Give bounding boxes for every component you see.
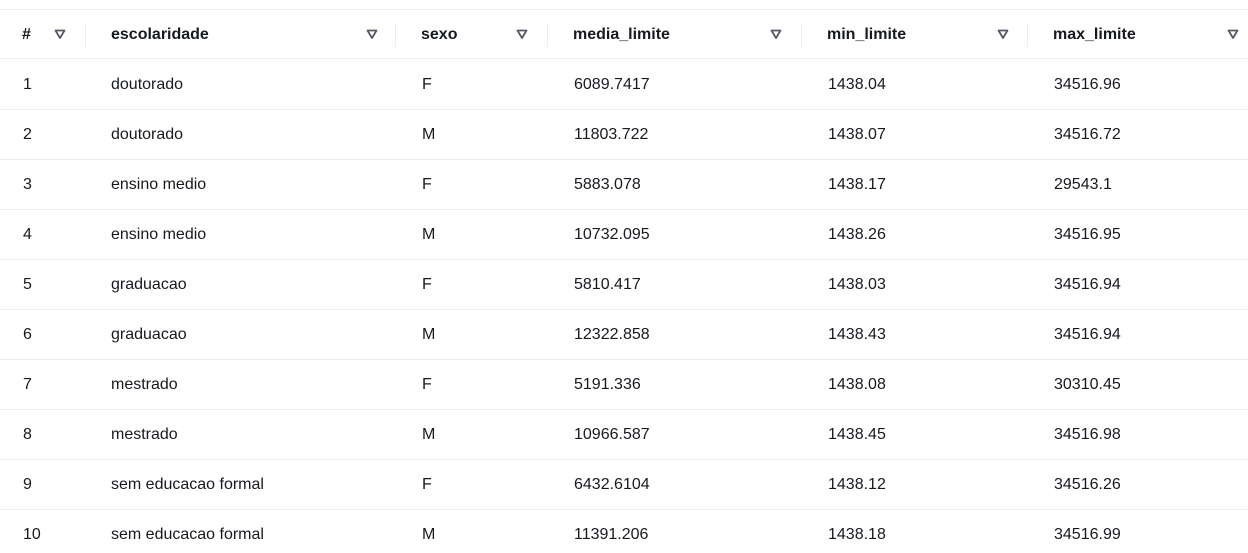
cell-max-limite: 34516.26 xyxy=(1054,476,1121,493)
cell-sexo: F xyxy=(422,476,432,493)
cell-max-limite: 34516.94 xyxy=(1054,326,1121,343)
cell-max-limite: 34516.99 xyxy=(1054,526,1121,543)
cell-index: 1 xyxy=(23,76,32,93)
column-header-escolaridade[interactable]: escolaridade xyxy=(111,10,209,59)
cell-media-limite: 11391.206 xyxy=(574,526,649,543)
column-resize-divider[interactable] xyxy=(85,23,86,47)
table-row[interactable]: 5 graduacao F 5810.417 1438.03 34516.94 xyxy=(0,260,1248,310)
cell-escolaridade: sem educacao formal xyxy=(111,526,264,543)
cell-min-limite: 1438.17 xyxy=(828,176,886,193)
cell-index: 5 xyxy=(23,276,32,293)
cell-sexo: F xyxy=(422,76,432,93)
cell-media-limite: 5191.336 xyxy=(574,376,641,393)
cell-escolaridade: doutorado xyxy=(111,126,184,143)
cell-sexo: F xyxy=(422,176,432,193)
table-top-border xyxy=(0,9,1248,10)
cell-sexo: F xyxy=(422,376,432,393)
column-header-index[interactable]: # xyxy=(22,10,31,59)
column-resize-divider[interactable] xyxy=(801,23,802,47)
cell-max-limite: 30310.45 xyxy=(1054,376,1121,393)
column-header-max-limite[interactable]: max_limite xyxy=(1053,10,1136,59)
cell-media-limite: 11803.722 xyxy=(574,126,649,143)
sort-filter-icon[interactable] xyxy=(54,28,66,40)
table-body: 1 doutorado F 6089.7417 1438.04 34516.96… xyxy=(0,60,1248,553)
sort-filter-icon[interactable] xyxy=(516,28,528,40)
table-row[interactable]: 3 ensino medio F 5883.078 1438.17 29543.… xyxy=(0,160,1248,210)
table-row[interactable]: 2 doutorado M 11803.722 1438.07 34516.72 xyxy=(0,110,1248,160)
table-row[interactable]: 7 mestrado F 5191.336 1438.08 30310.45 xyxy=(0,360,1248,410)
cell-escolaridade: graduacao xyxy=(111,276,187,293)
sort-filter-icon[interactable] xyxy=(366,28,378,40)
cell-min-limite: 1438.45 xyxy=(828,426,886,443)
column-resize-divider[interactable] xyxy=(1027,23,1028,47)
table-row[interactable]: 4 ensino medio M 10732.095 1438.26 34516… xyxy=(0,210,1248,260)
cell-escolaridade: doutorado xyxy=(111,76,184,93)
column-header-label: max_limite xyxy=(1053,25,1136,43)
cell-index: 8 xyxy=(23,426,32,443)
cell-index: 7 xyxy=(23,376,32,393)
cell-min-limite: 1438.07 xyxy=(828,126,886,143)
cell-media-limite: 10966.587 xyxy=(574,426,650,443)
cell-sexo: M xyxy=(422,226,436,243)
cell-index: 2 xyxy=(23,126,32,143)
column-header-min-limite[interactable]: min_limite xyxy=(827,10,906,59)
cell-sexo: M xyxy=(422,126,436,143)
cell-index: 10 xyxy=(23,526,41,543)
cell-media-limite: 6089.7417 xyxy=(574,76,650,93)
cell-sexo: M xyxy=(422,326,436,343)
cell-sexo: M xyxy=(422,526,436,543)
column-resize-divider[interactable] xyxy=(395,23,396,47)
table-row[interactable]: 1 doutorado F 6089.7417 1438.04 34516.96 xyxy=(0,60,1248,110)
cell-index: 6 xyxy=(23,326,32,343)
cell-media-limite: 5883.078 xyxy=(574,176,641,193)
cell-min-limite: 1438.08 xyxy=(828,376,886,393)
table-header: # escolaridade sexo media_limite xyxy=(0,10,1248,59)
table-row[interactable]: 10 sem educacao formal M 11391.206 1438.… xyxy=(0,510,1248,553)
column-header-media-limite[interactable]: media_limite xyxy=(573,10,670,59)
table-row[interactable]: 9 sem educacao formal F 6432.6104 1438.1… xyxy=(0,460,1248,510)
cell-max-limite: 34516.96 xyxy=(1054,76,1121,93)
sort-filter-icon[interactable] xyxy=(1227,28,1239,40)
cell-escolaridade: graduacao xyxy=(111,326,187,343)
cell-media-limite: 6432.6104 xyxy=(574,476,650,493)
cell-min-limite: 1438.18 xyxy=(828,526,886,543)
table-row[interactable]: 8 mestrado M 10966.587 1438.45 34516.98 xyxy=(0,410,1248,460)
sort-filter-icon[interactable] xyxy=(770,28,782,40)
cell-min-limite: 1438.03 xyxy=(828,276,886,293)
cell-max-limite: 29543.1 xyxy=(1054,176,1112,193)
column-header-label: min_limite xyxy=(827,25,907,43)
cell-escolaridade: ensino medio xyxy=(111,176,207,193)
cell-index: 4 xyxy=(23,226,32,243)
cell-media-limite: 5810.417 xyxy=(574,276,641,293)
cell-index: 9 xyxy=(23,476,32,493)
cell-index: 3 xyxy=(23,176,32,193)
cell-max-limite: 34516.94 xyxy=(1054,276,1121,293)
cell-min-limite: 1438.26 xyxy=(828,226,886,243)
cell-max-limite: 34516.98 xyxy=(1054,426,1121,443)
cell-escolaridade: mestrado xyxy=(111,376,178,393)
cell-sexo: M xyxy=(422,426,436,443)
cell-min-limite: 1438.43 xyxy=(828,326,886,343)
cell-max-limite: 34516.72 xyxy=(1054,126,1121,143)
cell-escolaridade: sem educacao formal xyxy=(111,476,264,493)
cell-sexo: F xyxy=(422,276,432,293)
column-header-label: media_limite xyxy=(573,25,670,43)
cell-escolaridade: ensino medio xyxy=(111,226,207,243)
cell-min-limite: 1438.12 xyxy=(828,476,886,493)
cell-media-limite: 12322.858 xyxy=(574,326,650,343)
column-header-label: escolaridade xyxy=(111,25,209,43)
column-header-label: # xyxy=(22,25,31,43)
column-header-label: sexo xyxy=(421,25,458,43)
cell-min-limite: 1438.04 xyxy=(828,76,886,93)
cell-max-limite: 34516.95 xyxy=(1054,226,1121,243)
column-header-sexo[interactable]: sexo xyxy=(421,10,457,59)
column-resize-divider[interactable] xyxy=(547,23,548,47)
cell-media-limite: 10732.095 xyxy=(574,226,650,243)
sort-filter-icon[interactable] xyxy=(997,28,1009,40)
cell-escolaridade: mestrado xyxy=(111,426,178,443)
table-row[interactable]: 6 graduacao M 12322.858 1438.43 34516.94 xyxy=(0,310,1248,360)
